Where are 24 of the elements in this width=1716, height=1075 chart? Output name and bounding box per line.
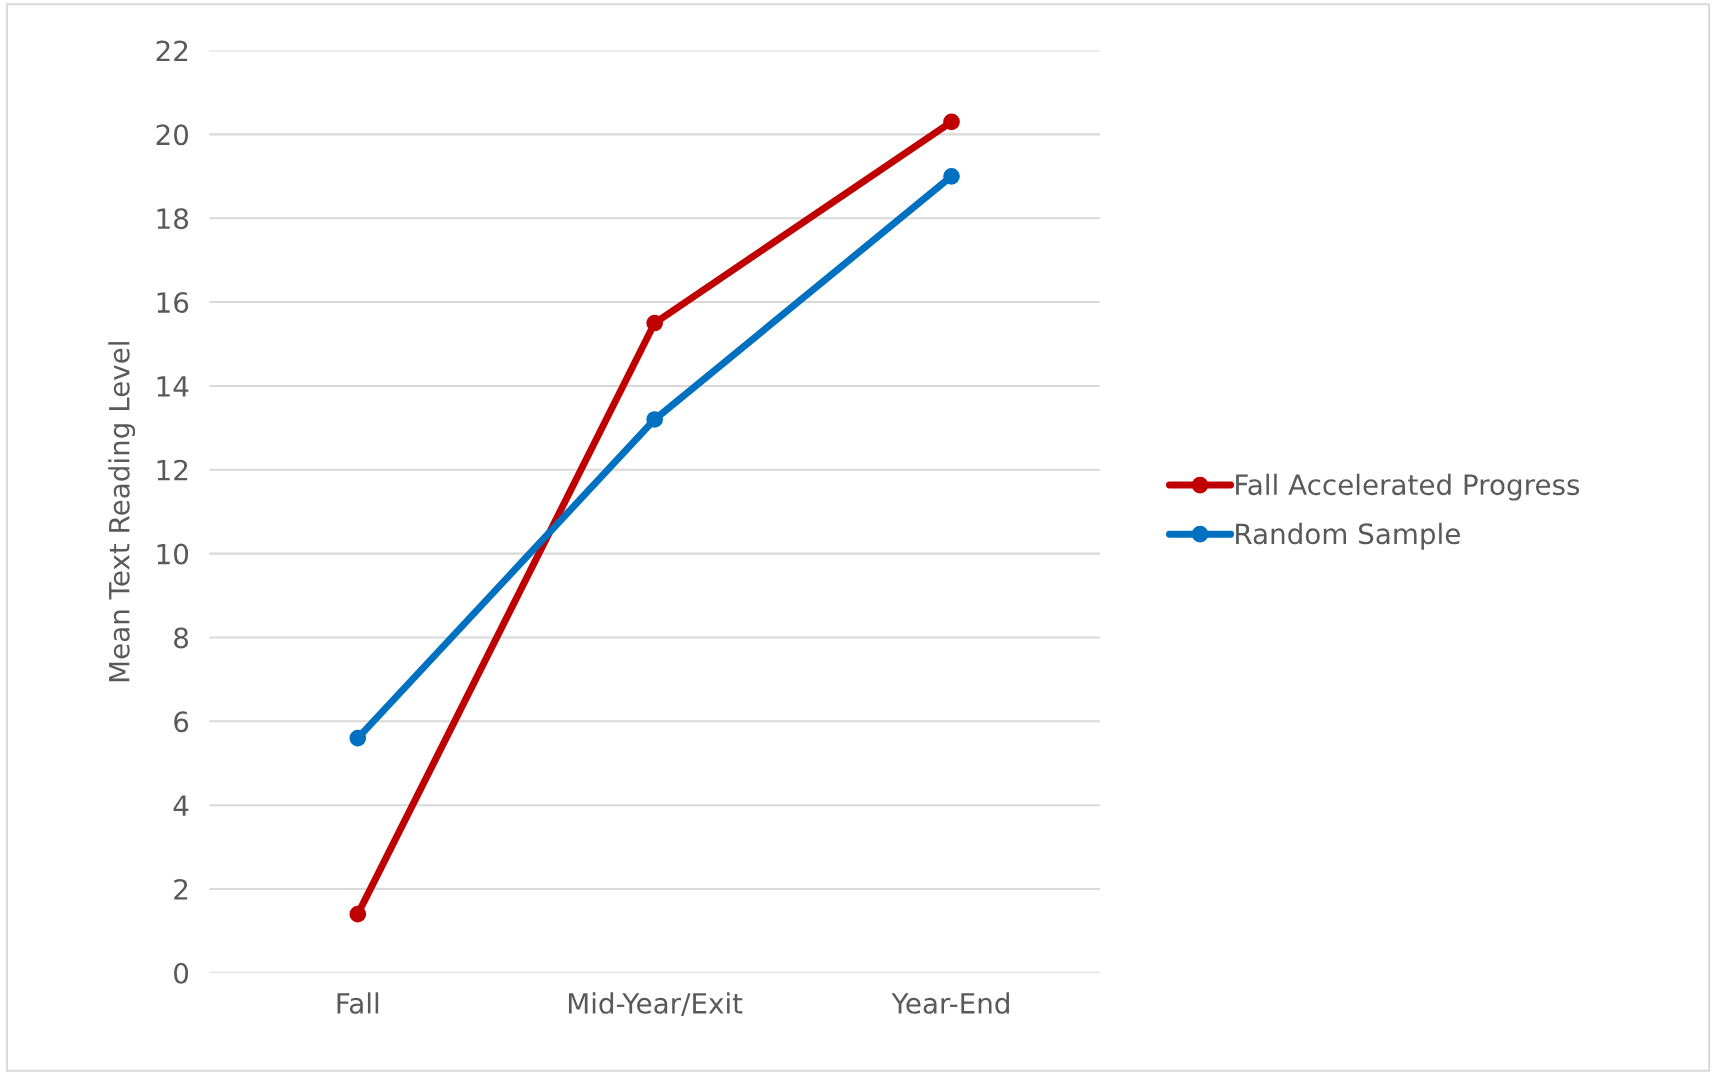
y-tick-label: 16: [157, 292, 189, 314]
y-tick-label: 0: [174, 962, 189, 984]
y-tick-label: 8: [174, 627, 189, 649]
point: [943, 167, 960, 185]
point: [646, 411, 663, 428]
legend-label: Random Sample: [1236, 522, 1460, 550]
legend-label: Fall Accelerated Progress: [1236, 473, 1580, 501]
y-tick-label: 18: [157, 208, 189, 230]
y-axis-title: Mean Text Reading Level: [108, 342, 136, 682]
y-tick-label: 14: [157, 376, 189, 397]
x-tick-label: Year-End: [891, 992, 1009, 1014]
point: [349, 729, 367, 747]
x-tick-label: Mid-Year/Exit: [568, 992, 743, 1016]
x-tick-label: Fall: [337, 992, 379, 1014]
point: [646, 314, 663, 332]
point: [349, 905, 367, 923]
y-tick-label: 6: [174, 711, 189, 733]
y-tick-label: 22: [156, 40, 188, 62]
y-tick-label: 2: [174, 878, 188, 900]
y-tick-label: 4: [173, 795, 189, 816]
y-tick-label: 10: [157, 543, 189, 565]
y-tick-label: 12: [157, 459, 188, 481]
point: [943, 113, 960, 131]
y-tick-label: 20: [156, 124, 189, 146]
